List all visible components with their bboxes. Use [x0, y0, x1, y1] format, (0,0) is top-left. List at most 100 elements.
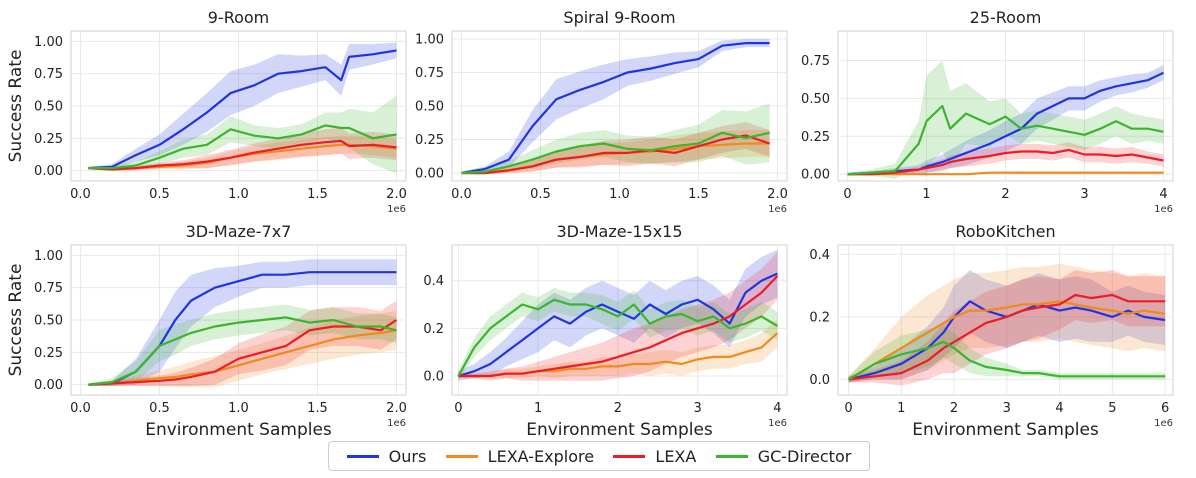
panel-title: 3D-Maze-7x7: [186, 222, 292, 241]
x-tick-label: 3: [694, 401, 702, 416]
y-tick-label: 0.50: [34, 314, 63, 329]
series-line-gc-director: [88, 316, 397, 386]
series-line-lexa: [847, 148, 1164, 176]
series-line-gc-director: [461, 131, 770, 175]
y-tick-label: 0.25: [34, 346, 63, 361]
legend-label-gc-director: GC-Director: [757, 446, 852, 466]
x-tick-label: 0.5: [149, 401, 170, 416]
band-gc-director: [88, 304, 397, 386]
x-tick-label: 1: [897, 401, 905, 416]
legend: Ours LEXA-Explore LEXA GC-Director: [328, 441, 870, 471]
x-tick-label: 2.0: [386, 401, 407, 416]
legend-swatch-lexa: [613, 454, 646, 458]
x-tick-label: 0.5: [530, 187, 551, 202]
band-lexa-explore: [848, 263, 1166, 383]
band-gc-director: [847, 60, 1164, 179]
band-gc-director: [458, 287, 778, 381]
x-tick-label: 0: [844, 401, 852, 416]
band-ours: [88, 259, 397, 386]
x-tick-label: 0.0: [70, 401, 91, 416]
y-tick-label: 0.50: [801, 92, 830, 107]
x-axis-label: Environment Samples: [145, 420, 332, 440]
panel-title: 9-Room: [208, 8, 270, 27]
band-lexa: [461, 122, 770, 175]
band-gc-director: [88, 95, 397, 174]
panel-title: RoboKitchen: [955, 222, 1055, 241]
x-tick-label: 4: [773, 401, 781, 416]
y-tick-label: 0.00: [415, 166, 444, 181]
x-tick-label: 5: [1108, 401, 1116, 416]
x-tick-label: 1.0: [609, 187, 630, 202]
x-tick-label: 1.0: [228, 401, 249, 416]
panel-title: Spiral 9-Room: [563, 8, 675, 27]
y-tick-label: 0.50: [34, 100, 63, 115]
y-axis-label: Success Rate: [6, 264, 26, 377]
y-tick-label: 1.00: [34, 249, 63, 264]
x-tick-label: 2: [1001, 187, 1009, 202]
legend-swatch-gc-director: [715, 454, 748, 458]
x-tick-label: 1.5: [307, 401, 328, 416]
band-lexa: [848, 270, 1166, 386]
band-gc-director: [848, 326, 1166, 383]
x-axis-multiplier: 1e6: [768, 418, 787, 429]
y-tick-label: 0.75: [415, 66, 444, 81]
x-tick-label: 0: [843, 187, 851, 202]
y-tick-label: 0.25: [801, 130, 830, 145]
series-line-gc-director: [848, 340, 1166, 381]
legend-swatch-lexa-explore: [445, 454, 478, 458]
y-tick-label: 0.2: [809, 310, 830, 325]
x-tick-label: 1: [534, 401, 542, 416]
x-axis-multiplier: 1e6: [1154, 418, 1173, 429]
x-axis-multiplier: 1e6: [387, 418, 406, 429]
legend-label-lexa: LEXA: [655, 446, 697, 466]
y-tick-label: 0.0: [423, 369, 444, 384]
y-tick-label: 0.25: [34, 132, 63, 147]
x-tick-label: 0.5: [149, 187, 170, 202]
series-line-lexa: [461, 134, 770, 175]
x-axis-label: Environment Samples: [526, 420, 713, 440]
band-ours: [847, 65, 1164, 176]
panel-robokitchen: 0 1 2 3 4 5 6 0.0 0.2 0.4 RoboKitchen 1e6 Environmen…: [809, 222, 1174, 440]
y-tick-label: 1.00: [34, 35, 63, 50]
panel-9-room: 0.0 0.5 1.0 1.5 2.0 0.00 0.25 0.50 0.75 1.00 9-Roo…: [6, 8, 407, 215]
x-tick-label: 1: [922, 187, 930, 202]
x-tick-label: 2.0: [767, 187, 788, 202]
y-tick-label: 0.0: [809, 373, 830, 388]
y-tick-label: 0.50: [415, 100, 444, 115]
x-tick-label: 2: [950, 401, 958, 416]
series-line-lexa: [848, 293, 1166, 381]
x-axis-multiplier: 1e6: [387, 204, 406, 215]
y-tick-label: 0.75: [34, 281, 63, 296]
x-tick-label: 2: [614, 401, 622, 416]
legend-swatch-ours: [346, 454, 379, 458]
band-lexa-explore: [458, 318, 778, 379]
y-tick-label: 1.00: [415, 33, 444, 48]
legend-item-lexa: LEXA: [613, 447, 696, 466]
x-tick-label: 0: [454, 401, 462, 416]
x-tick-label: 0.0: [70, 187, 91, 202]
panel-title: 25-Room: [970, 8, 1042, 27]
band-lexa-explore: [88, 310, 397, 388]
series-line-gc-director: [847, 104, 1164, 176]
x-tick-label: 6: [1161, 401, 1169, 416]
series-line-lexa: [88, 319, 398, 386]
legend-label-lexa-explore: LEXA-Explore: [487, 446, 595, 466]
band-ours: [88, 42, 397, 170]
band-lexa-explore: [88, 135, 397, 171]
x-tick-label: 1.5: [688, 187, 709, 202]
series-line-lexa-explore: [848, 300, 1166, 381]
x-tick-label: 2.0: [386, 187, 407, 202]
x-axis-multiplier: 1e6: [1154, 204, 1173, 215]
legend-item-lexa-explore: LEXA-Explore: [445, 446, 595, 466]
legend-item-gc-director: GC-Director: [715, 446, 852, 466]
band-ours: [461, 39, 770, 175]
series-line-gc-director: [88, 124, 397, 170]
y-tick-label: 0.2: [423, 322, 444, 337]
series-line-lexa-explore: [847, 171, 1164, 176]
series-line-lexa-explore: [88, 329, 397, 386]
y-tick-label: 0.25: [415, 133, 444, 148]
band-lexa: [88, 128, 397, 171]
band-lexa: [458, 252, 778, 381]
